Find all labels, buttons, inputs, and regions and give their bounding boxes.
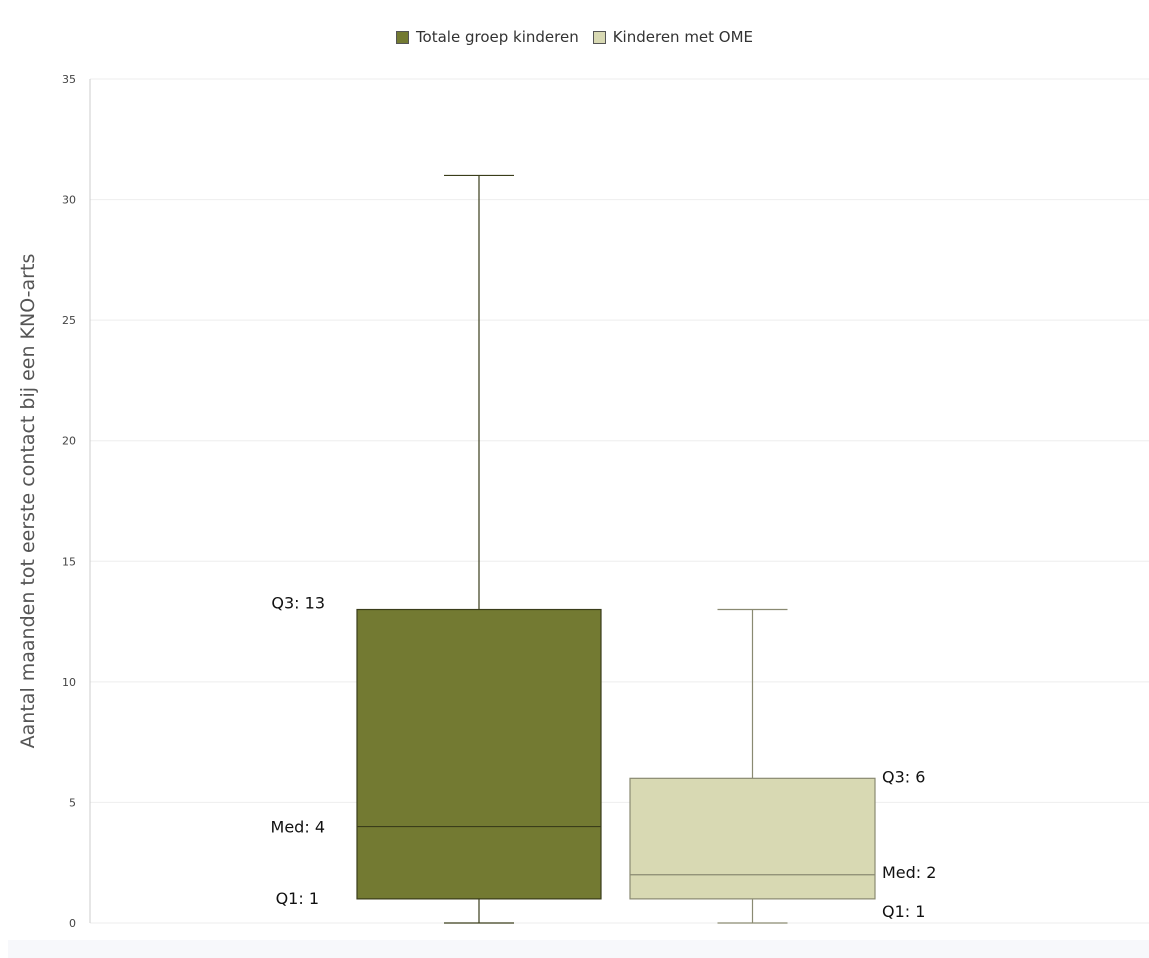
- label-q3-kinderen-met-ome: Q3: 6: [882, 767, 925, 786]
- label-q3-totale-groep: Q3: 13: [271, 594, 325, 613]
- label-median-kinderen-met-ome: Med: 2: [882, 863, 936, 882]
- footer-band: [8, 940, 1149, 958]
- y-tick-label-15: 15: [62, 555, 76, 568]
- box-kinderen-met-ome: [629, 777, 876, 900]
- y-tick-label-0: 0: [69, 917, 76, 930]
- legend-item-totale-groep[interactable]: Totale groep kinderen: [395, 28, 579, 46]
- box-totale-groep: [356, 608, 602, 900]
- y-tick-label-35: 35: [62, 73, 76, 86]
- legend-label-kinderen-met-ome: Kinderen met OME: [612, 28, 754, 46]
- label-q1-totale-groep: Q1: 1: [276, 889, 319, 908]
- label-q1-kinderen-met-ome: Q1: 1: [882, 902, 925, 921]
- label-median-totale-groep: Med: 4: [271, 818, 325, 837]
- y-tick-label-25: 25: [62, 314, 76, 327]
- legend: Totale groep kinderen Kinderen met OME: [0, 28, 1149, 46]
- legend-item-kinderen-met-ome[interactable]: Kinderen met OME: [592, 28, 754, 46]
- legend-swatch-kinderen-met-ome: [592, 30, 606, 44]
- y-tick-label-5: 5: [69, 796, 76, 809]
- y-tick-label-20: 20: [62, 435, 76, 448]
- legend-label-totale-groep: Totale groep kinderen: [415, 28, 579, 46]
- legend-swatch-totale-groep: [395, 30, 409, 44]
- y-tick-label-30: 30: [62, 194, 76, 207]
- y-axis-title: Aantal maanden tot eerste contact bij ee…: [17, 254, 39, 749]
- y-tick-label-10: 10: [62, 676, 76, 689]
